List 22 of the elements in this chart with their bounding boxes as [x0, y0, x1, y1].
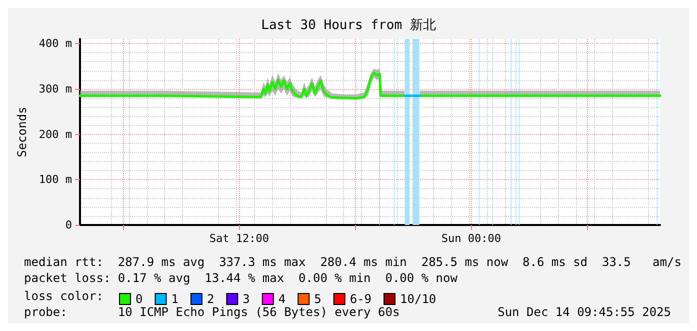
legend-label: 6-9 [350, 292, 372, 306]
y-tick-label: 100 m [38, 173, 72, 186]
text: Sun Dec 14 09:45:55 2025 [498, 305, 671, 319]
text: packet loss: 0.17 % avg 13.44 % max 0.00 % min 0.00 % now [24, 271, 458, 285]
legend-label: 2 [206, 292, 214, 306]
y-tick-label: 400 m [38, 37, 72, 50]
legend-label: 10/10 [400, 292, 436, 306]
legend-label: 1 [171, 292, 178, 306]
y-tick-label: 200 m [38, 128, 72, 141]
legend-label: 0 [136, 292, 143, 306]
legend-label: 3 [242, 292, 250, 306]
x-tick-label: Sat 12:00 [209, 232, 269, 245]
y-tick-label: 300 m [38, 82, 72, 96]
text: loss color: [24, 289, 104, 303]
chart-title: Last 30 Hours from 新北 [261, 18, 436, 33]
legend-label: 5 [314, 292, 322, 306]
y-tick-label: 0 [65, 218, 72, 232]
text: probe: 10 ICMP Echo Pings (56 Bytes) every 60s [24, 305, 400, 319]
text: median rtt: 287.9 ms avg 337.3 ms max 280.4 ms min 285.5 ms now 8.6 ms sd 33.5 am/s [24, 255, 682, 269]
x-tick-label: Sun 00:00 [441, 232, 501, 245]
legend-label: 4 [278, 292, 286, 306]
y-axis-title: Seconds [15, 106, 29, 158]
